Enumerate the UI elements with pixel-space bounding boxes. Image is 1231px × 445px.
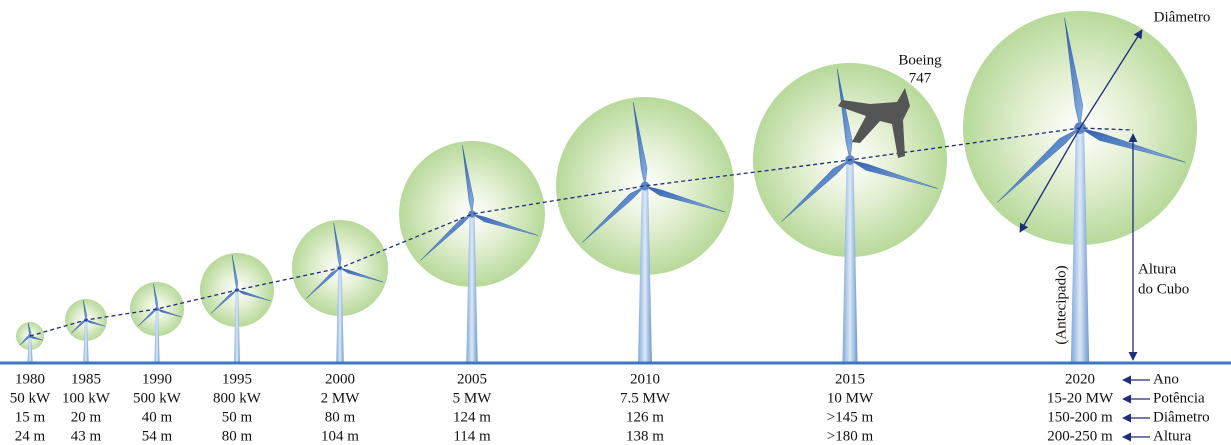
overlay: 1980 50 kW 15 m 24 m 1985 100 kW 20 m 43 m 1990 5… [10, 9, 1211, 444]
turbine-height: 80 m [222, 428, 253, 444]
blade [333, 222, 342, 269]
blade [83, 300, 88, 321]
turbine-power: 7.5 MW [620, 390, 671, 406]
turbine [65, 299, 107, 362]
turbine-diameter: 126 m [626, 409, 664, 425]
turbine-diameter: 15 m [15, 409, 46, 425]
hub [640, 181, 650, 191]
blade [71, 319, 87, 334]
turbine-year: 2000 [325, 371, 355, 387]
tower [83, 320, 89, 362]
blade [836, 68, 853, 161]
blade [849, 159, 938, 189]
tower [466, 214, 478, 362]
turbine-year: 1980 [15, 371, 45, 387]
turbine-diameter: 40 m [142, 409, 173, 425]
turbine [292, 220, 388, 362]
tower [1070, 128, 1090, 362]
hub [468, 210, 476, 218]
turbine-year: 1985 [71, 371, 101, 387]
turbine-power: 15-20 MW [1047, 390, 1114, 406]
plane-label: 747 [909, 70, 932, 86]
turbine-diameter: >145 m [827, 409, 874, 425]
hub-height-label: Altura [1138, 261, 1177, 277]
anticipated-label: (Antecipado) [1053, 265, 1069, 344]
turbine-diameter: 150-200 m [1047, 409, 1113, 425]
turbine-diameter: 50 m [222, 409, 253, 425]
row-label: Diâmetro [1153, 409, 1210, 425]
blade [153, 283, 158, 310]
airplane-icon [838, 88, 910, 158]
turbine-year: 2015 [835, 371, 865, 387]
blade [582, 185, 646, 243]
turbine-height: 200-250 m [1047, 428, 1113, 444]
blade [781, 159, 851, 222]
blade [236, 289, 271, 302]
blade [471, 213, 539, 236]
turbine-diameter: 20 m [71, 409, 102, 425]
tower [154, 309, 160, 362]
turbine-height: >180 m [827, 428, 874, 444]
tower [27, 336, 33, 362]
diameter-arrow [1019, 127, 1081, 233]
turbine-power: 5 MW [453, 390, 493, 406]
blade [462, 145, 474, 215]
turbine-power: 2 MW [321, 390, 361, 406]
blade [210, 289, 238, 314]
tower [234, 290, 240, 362]
blade [339, 267, 384, 283]
blade [231, 255, 239, 291]
blade [85, 319, 106, 327]
blade [1064, 17, 1083, 129]
turbine-height: 54 m [142, 428, 173, 444]
diameter-label: Diâmetro [1154, 9, 1211, 25]
turbine [130, 282, 184, 362]
turbine-diameter: 80 m [325, 409, 356, 425]
turbine [963, 11, 1197, 362]
turbine [200, 253, 274, 362]
turbines [16, 11, 1197, 362]
turbine-year: 1995 [222, 371, 252, 387]
blade [420, 213, 473, 261]
turbine-height: 24 m [15, 428, 46, 444]
hub [155, 307, 159, 311]
turbine-power: 10 MW [827, 390, 874, 406]
plane-label: Boeing [898, 52, 942, 68]
blade [137, 308, 158, 327]
turbine-power: 500 kW [133, 390, 182, 406]
turbine-year: 2005 [457, 371, 487, 387]
tower [336, 268, 344, 362]
blade [633, 102, 648, 187]
tower [842, 160, 858, 362]
turbine [556, 97, 734, 362]
turbine [399, 141, 545, 362]
row-label: Potência [1153, 390, 1205, 406]
hub-trend-line [29, 127, 1134, 337]
diameter-arrow [1079, 29, 1143, 129]
turbine-year: 2020 [1065, 371, 1095, 387]
blade [997, 127, 1081, 203]
turbine [16, 322, 44, 362]
turbine-height: 104 m [321, 428, 359, 444]
turbine-power: 50 kW [10, 390, 51, 406]
turbine-diameter: 124 m [453, 409, 491, 425]
turbine-year: 1990 [142, 371, 172, 387]
turbine-power: 100 kW [62, 390, 111, 406]
blade [156, 308, 182, 318]
turbine-height: 114 m [453, 428, 491, 444]
row-label: Ano [1153, 371, 1179, 387]
blade [305, 267, 341, 299]
turbine-height: 138 m [626, 428, 664, 444]
turbine-height: 43 m [71, 428, 102, 444]
blade [644, 185, 726, 213]
hub-height-label: do Cubo [1138, 281, 1189, 297]
row-label: Altura [1153, 428, 1192, 444]
tower [638, 186, 652, 362]
turbine-power: 800 kW [213, 390, 262, 406]
turbine-year: 2010 [630, 371, 660, 387]
